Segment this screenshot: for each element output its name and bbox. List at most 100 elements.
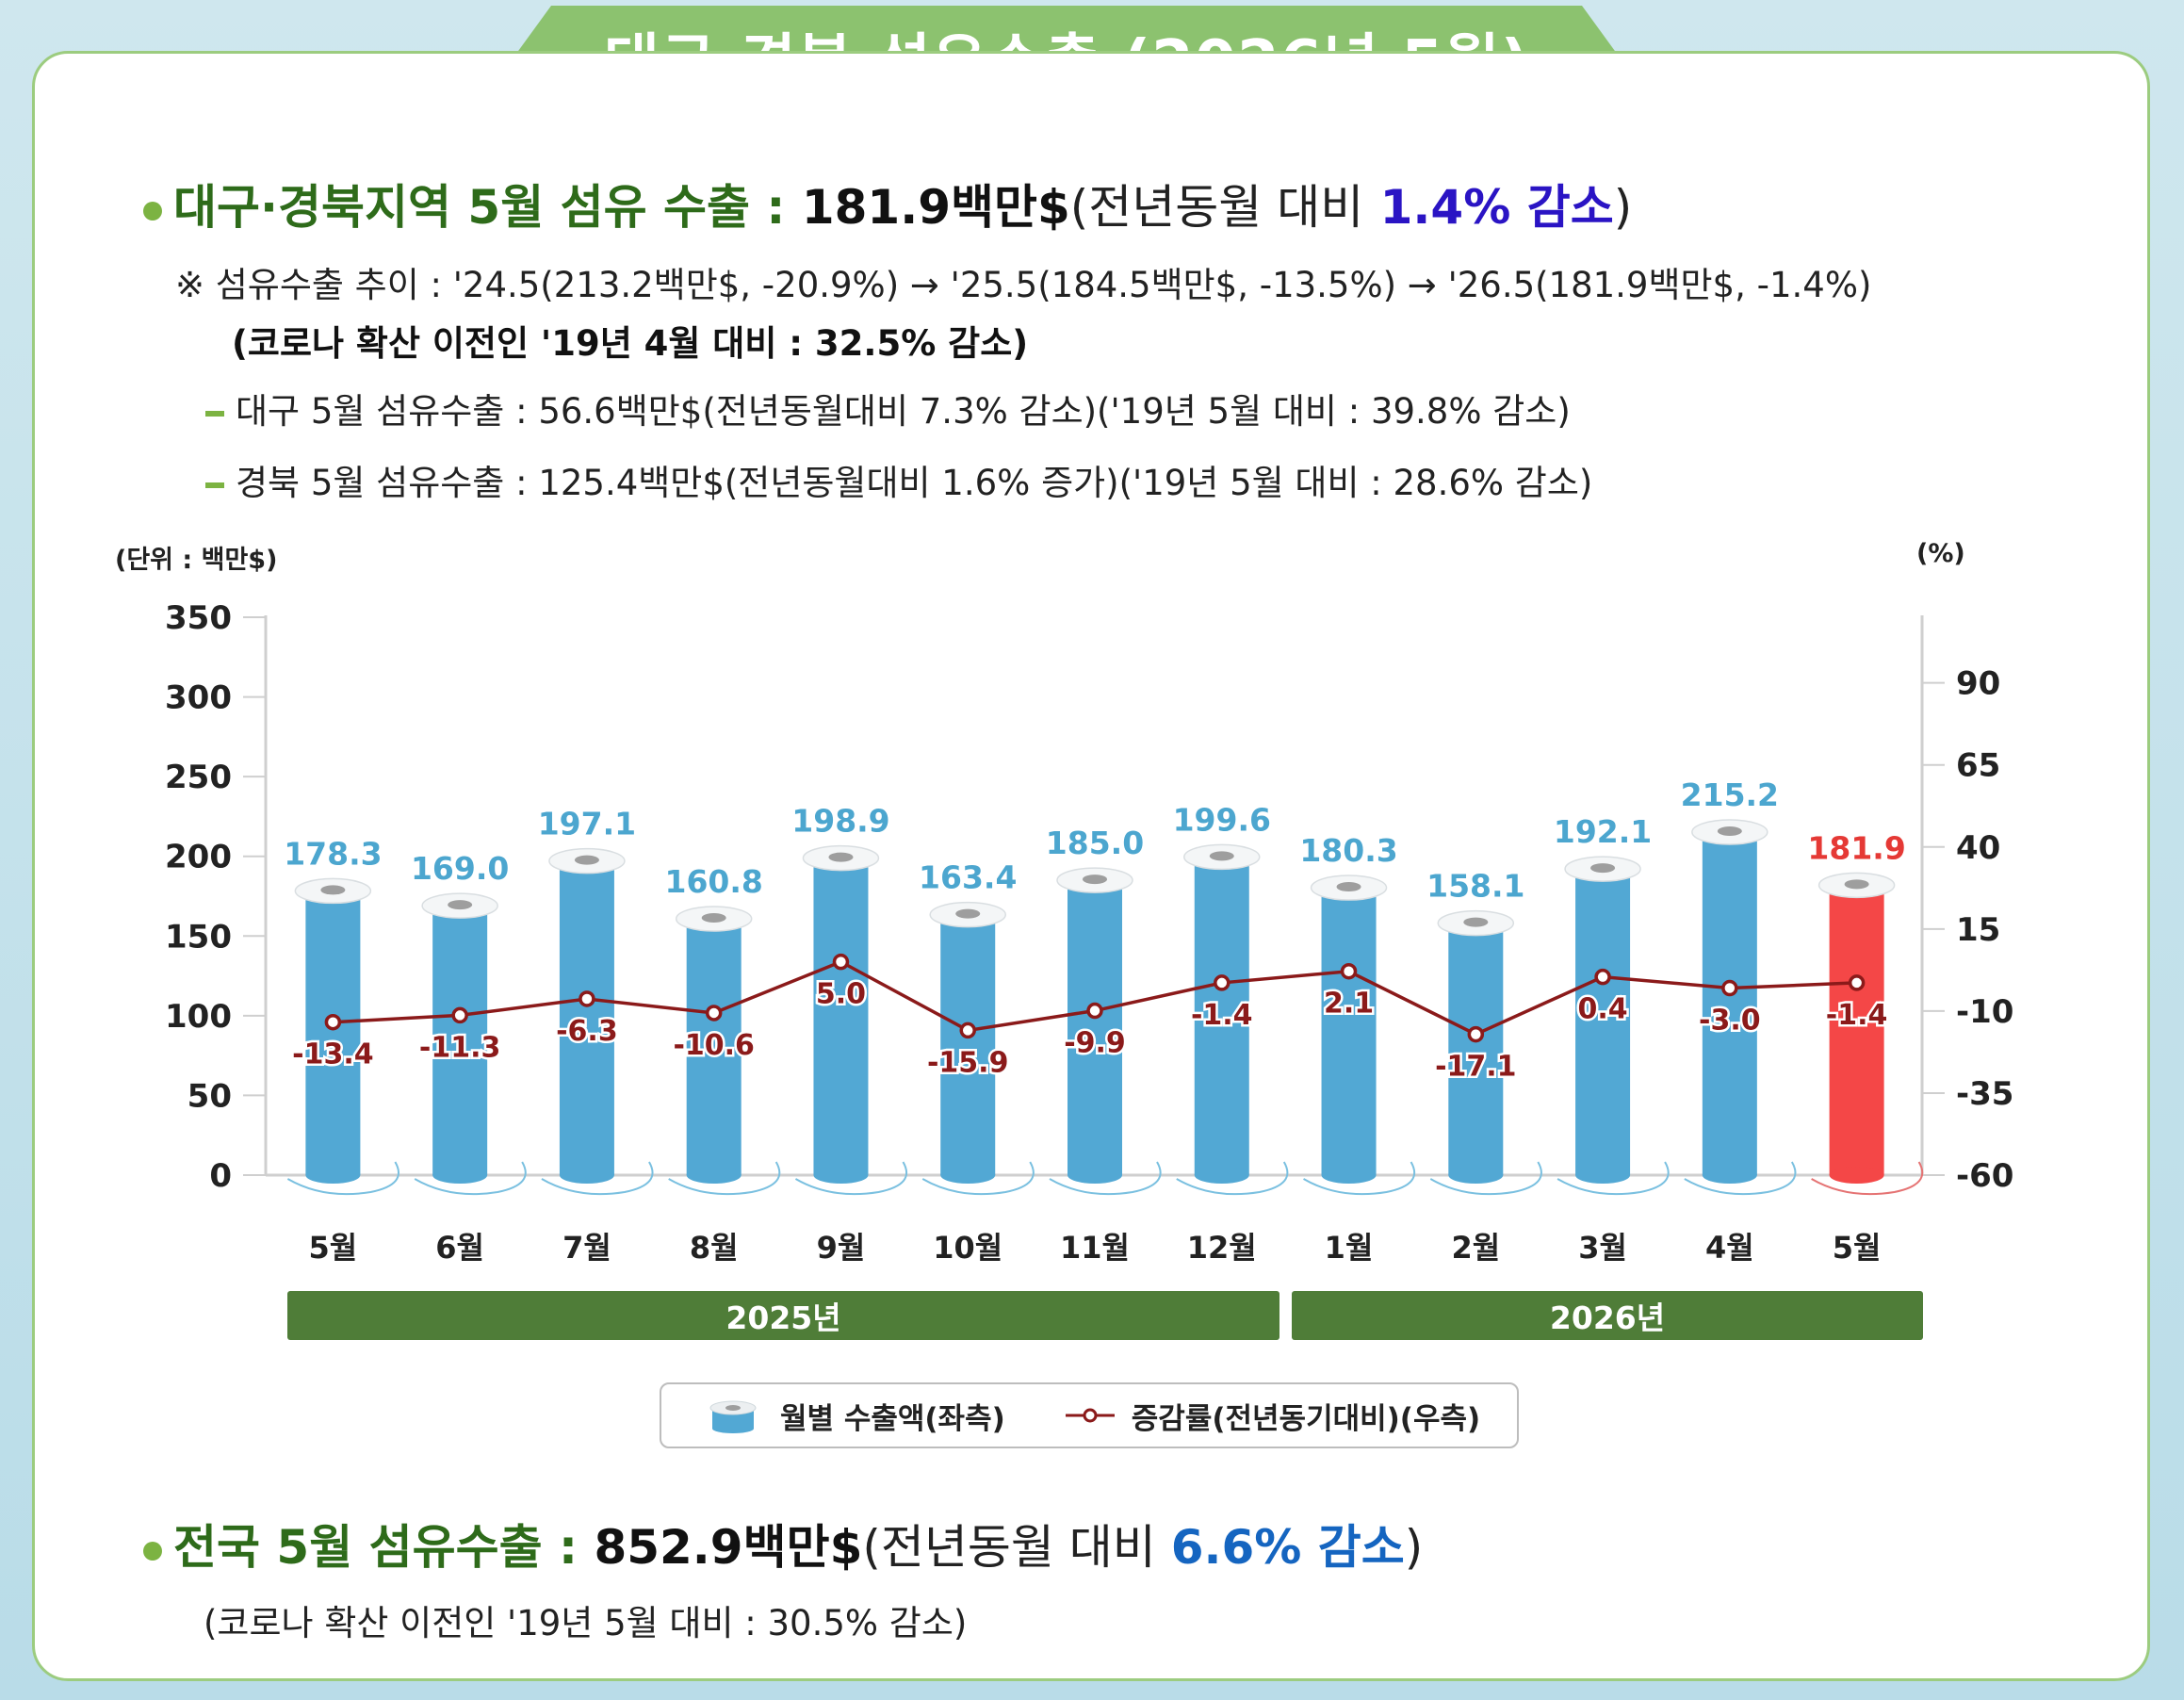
- bar-bottom: [305, 1167, 361, 1184]
- bar-bottom: [940, 1167, 996, 1184]
- spool-hole: [828, 852, 854, 862]
- bar-bottom: [559, 1167, 614, 1184]
- x-tick-label: 7월: [562, 1230, 611, 1266]
- left-tick-label: 0: [209, 1157, 232, 1195]
- spool-base-swirl: [1557, 1161, 1670, 1196]
- right-tick-label: 40: [1956, 829, 2000, 867]
- bar-value-label: 215.2: [1681, 776, 1779, 813]
- spool-icon: [709, 1400, 757, 1433]
- left-tick-label: 300: [165, 679, 232, 717]
- spool-hole: [1083, 875, 1107, 885]
- bar: [305, 891, 361, 1175]
- x-tick-label: 6월: [435, 1230, 484, 1266]
- bullet-icon: [143, 201, 162, 221]
- spool-hole: [320, 885, 346, 895]
- gyeongbuk-text: 경북 5월 섬유수출 : 125.4백만$(전년동월대비 1.6% 증가)('1…: [236, 463, 1593, 503]
- growth-rate-point: [1214, 974, 1231, 991]
- bar-bottom: [1575, 1167, 1631, 1184]
- bar-value-label: 198.9: [791, 803, 889, 840]
- growth-rate-label: -15.9: [927, 1046, 1008, 1079]
- bar: [1702, 832, 1757, 1175]
- right-tick-label: -60: [1956, 1157, 2013, 1195]
- growth-rate-point: [1721, 979, 1738, 997]
- bar: [559, 860, 614, 1175]
- covid-note: (코로나 확산 이전인 '19년 4월 대비 : 32.5% 감소): [232, 323, 1029, 364]
- regional-summary: 대구·경북지역 5월 섬유 수출 : 181.9백만$(전년동월 대비 1.4%…: [143, 170, 1632, 237]
- growth-rate-label: 2.1: [1324, 988, 1374, 1021]
- spool-hole: [1463, 917, 1489, 927]
- legend-item-bar: 월별 수출액(좌측): [707, 1395, 1005, 1437]
- spool-base-swirl: [1303, 1161, 1416, 1196]
- x-tick-label: 8월: [690, 1230, 739, 1266]
- bar-bottom: [1194, 1167, 1249, 1184]
- spool-hole: [1844, 879, 1869, 890]
- growth-rate-label: -6.3: [556, 1015, 618, 1048]
- spool-base-swirl: [414, 1161, 527, 1196]
- growth-rate-point: [959, 1022, 976, 1039]
- growth-rate-point: [1086, 1002, 1103, 1020]
- bar-value-label: 158.1: [1426, 868, 1524, 905]
- bar: [1575, 869, 1631, 1175]
- summary-value: 181.9백만$: [801, 180, 1070, 235]
- bar-value-label: 163.4: [919, 859, 1017, 896]
- bar-value-label: 181.9: [1807, 829, 1905, 866]
- x-tick-label: 1월: [1325, 1230, 1374, 1266]
- national-change: 6.6% 감소: [1170, 1520, 1405, 1575]
- bar: [686, 919, 742, 1175]
- summary-change: 1.4% 감소: [1379, 180, 1614, 235]
- spool-base-swirl: [794, 1161, 908, 1196]
- growth-rate-label: -1.4: [1191, 999, 1253, 1032]
- spool-base-swirl: [1684, 1161, 1797, 1196]
- left-tick-label: 100: [165, 998, 232, 1036]
- left-tick-label: 250: [165, 759, 232, 796]
- spool-hole: [574, 855, 599, 865]
- dash-icon: [205, 482, 224, 488]
- national-summary: 전국 5월 섬유수출 : 852.9백만$(전년동월 대비 6.6% 감소): [143, 1510, 1423, 1577]
- spool-hole: [1717, 826, 1742, 837]
- summary-paren-open: (전년동월 대비: [1069, 180, 1364, 235]
- summary-paren-close: ): [1613, 180, 1633, 235]
- growth-rate-point: [832, 953, 850, 971]
- national-value: 852.9백만$: [594, 1520, 863, 1575]
- chart-legend: 월별 수출액(좌측) 증감률(전년동기대비)(우측): [660, 1382, 1519, 1448]
- bar-bottom: [1702, 1167, 1757, 1184]
- growth-rate-point: [451, 1006, 468, 1024]
- national-note: (코로나 확산 이전인 '19년 5월 대비 : 30.5% 감소): [204, 1603, 968, 1643]
- x-tick-label: 10월: [933, 1230, 1002, 1266]
- national-paren-open: (전년동월 대비: [862, 1520, 1171, 1575]
- growth-rate-label: -17.1: [1435, 1051, 1516, 1084]
- bar-value-label: 197.1: [538, 806, 636, 842]
- x-tick-label: 3월: [1578, 1230, 1627, 1266]
- right-tick-label: -35: [1956, 1075, 2013, 1113]
- growth-rate-label: -1.4: [1826, 999, 1888, 1032]
- spool-hole: [448, 900, 473, 910]
- dash-icon: [205, 410, 224, 417]
- growth-rate-point: [1594, 968, 1611, 986]
- growth-rate-label: -3.0: [1699, 1005, 1761, 1038]
- growth-rate-point: [1848, 974, 1866, 991]
- spool-hole: [1336, 882, 1361, 892]
- bar-value-label: 160.8: [664, 863, 762, 900]
- spool-base-swirl: [1176, 1161, 1289, 1196]
- legend-line-label: 증감률(전년동기대비)(우측): [1131, 1401, 1481, 1436]
- growth-rate-label: -13.4: [292, 1038, 373, 1071]
- trend-note: ※ 섬유수출 추이 : '24.5(213.2백만$, -20.9%) → '2…: [175, 265, 1872, 305]
- right-tick-label: 90: [1956, 665, 2000, 703]
- right-tick-label: -10: [1956, 993, 2013, 1031]
- bar-bottom: [1321, 1167, 1377, 1184]
- growth-rate-label: 0.4: [1577, 993, 1627, 1026]
- spool-base-swirl: [1811, 1161, 1924, 1196]
- x-tick-label: 12월: [1187, 1230, 1257, 1266]
- left-tick-label: 150: [165, 918, 232, 956]
- spool-hole: [955, 908, 981, 919]
- year-bar-2026: 2026년: [1292, 1291, 1923, 1340]
- bar: [1068, 880, 1122, 1175]
- left-tick-label: 350: [165, 599, 232, 637]
- bar-bottom: [1448, 1167, 1504, 1184]
- growth-rate-point: [1340, 962, 1358, 980]
- national-key: 전국 5월 섬유수출 :: [173, 1520, 579, 1575]
- spool-base-swirl: [668, 1161, 781, 1196]
- spool-hole: [1209, 851, 1234, 861]
- gyeongbuk-line: 경북 5월 섬유수출 : 125.4백만$(전년동월대비 1.6% 증가)('1…: [205, 454, 1592, 505]
- growth-rate-point: [705, 1005, 723, 1022]
